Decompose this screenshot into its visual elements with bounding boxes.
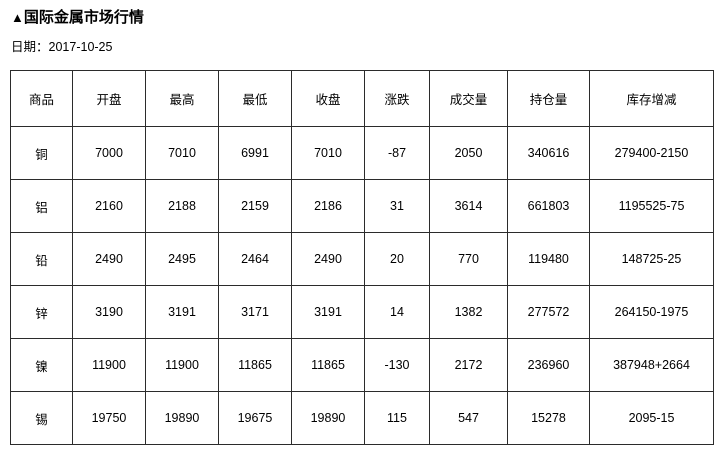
column-header-commodity: 商品 [10, 70, 73, 127]
cell-open: 2160 [72, 179, 146, 233]
cell-close: 7010 [291, 126, 365, 180]
cell-volume: 547 [429, 391, 508, 445]
cell-close: 19890 [291, 391, 365, 445]
cell-low: 19675 [218, 391, 292, 445]
cell-commodity: 铝 [10, 179, 73, 233]
table-row: 铜 7000 7010 6991 7010 -87 2050 340616 27… [10, 126, 714, 180]
cell-high: 7010 [145, 126, 219, 180]
cell-commodity: 锡 [10, 391, 73, 445]
table-row: 铝 2160 2188 2159 2186 31 3614 661803 119… [10, 179, 714, 233]
cell-open-interest: 661803 [507, 179, 590, 233]
cell-volume: 2172 [429, 338, 508, 392]
cell-low: 11865 [218, 338, 292, 392]
table-row: 铅 2490 2495 2464 2490 20 770 119480 1487… [10, 232, 714, 286]
cell-commodity: 镍 [10, 338, 73, 392]
column-header-close: 收盘 [291, 70, 365, 127]
cell-close: 3191 [291, 285, 365, 339]
cell-stock-change: 264150-1975 [589, 285, 714, 339]
table-body: 商品 开盘 最高 最低 收盘 涨跌 成交量 持仓量 库存增减 铜 7000 70… [10, 70, 714, 445]
cell-commodity: 锌 [10, 285, 73, 339]
cell-low: 6991 [218, 126, 292, 180]
cell-high: 3191 [145, 285, 219, 339]
cell-open-interest: 236960 [507, 338, 590, 392]
cell-low: 3171 [218, 285, 292, 339]
cell-open-interest: 119480 [507, 232, 590, 286]
column-header-stock-change: 库存增减 [589, 70, 714, 127]
column-header-high: 最高 [145, 70, 219, 127]
date-value: 2017-10-25 [48, 40, 113, 54]
cell-open: 11900 [72, 338, 146, 392]
cell-change: 31 [364, 179, 430, 233]
cell-high: 2188 [145, 179, 219, 233]
cell-stock-change: 1195525-75 [589, 179, 714, 233]
cell-high: 11900 [145, 338, 219, 392]
column-header-low: 最低 [218, 70, 292, 127]
cell-volume: 3614 [429, 179, 508, 233]
cell-open-interest: 15278 [507, 391, 590, 445]
cell-close: 2186 [291, 179, 365, 233]
page-title-text: 国际金属市场行情 [23, 9, 144, 26]
cell-commodity: 铅 [10, 232, 73, 286]
cell-change: 115 [364, 391, 430, 445]
cell-commodity: 铜 [10, 126, 73, 180]
cell-low: 2159 [218, 179, 292, 233]
date-line: 日期：2017-10-25 [11, 39, 112, 55]
triangle-bullet-icon: ▲ [11, 10, 24, 25]
column-header-change: 涨跌 [364, 70, 430, 127]
cell-stock-change: 2095-15 [589, 391, 714, 445]
cell-volume: 770 [429, 232, 508, 286]
cell-low: 2464 [218, 232, 292, 286]
cell-change: -130 [364, 338, 430, 392]
cell-open: 2490 [72, 232, 146, 286]
column-header-open-interest: 持仓量 [507, 70, 590, 127]
cell-change: 20 [364, 232, 430, 286]
cell-open: 19750 [72, 391, 146, 445]
cell-open-interest: 277572 [507, 285, 590, 339]
cell-open-interest: 340616 [507, 126, 590, 180]
cell-volume: 1382 [429, 285, 508, 339]
cell-open: 3190 [72, 285, 146, 339]
cell-high: 19890 [145, 391, 219, 445]
cell-change: -87 [364, 126, 430, 180]
cell-close: 11865 [291, 338, 365, 392]
cell-high: 2495 [145, 232, 219, 286]
cell-stock-change: 148725-25 [589, 232, 714, 286]
cell-volume: 2050 [429, 126, 508, 180]
table-row: 锌 3190 3191 3171 3191 14 1382 277572 264… [10, 285, 714, 339]
metals-market-table: 商品 开盘 最高 最低 收盘 涨跌 成交量 持仓量 库存增减 铜 7000 70… [10, 70, 714, 445]
column-header-volume: 成交量 [429, 70, 508, 127]
cell-open: 7000 [72, 126, 146, 180]
table-row: 锡 19750 19890 19675 19890 115 547 15278 … [10, 391, 714, 445]
cell-change: 14 [364, 285, 430, 339]
cell-stock-change: 387948+2664 [589, 338, 714, 392]
table-row: 镍 11900 11900 11865 11865 -130 2172 2369… [10, 338, 714, 392]
table-header-row: 商品 开盘 最高 最低 收盘 涨跌 成交量 持仓量 库存增减 [10, 70, 714, 127]
date-label: 日期： [11, 40, 49, 54]
column-header-open: 开盘 [72, 70, 146, 127]
cell-close: 2490 [291, 232, 365, 286]
cell-stock-change: 279400-2150 [589, 126, 714, 180]
page-title: ▲国际金属市场行情 [11, 8, 144, 28]
metals-table-container: 商品 开盘 最高 最低 收盘 涨跌 成交量 持仓量 库存增减 铜 7000 70… [10, 70, 714, 445]
